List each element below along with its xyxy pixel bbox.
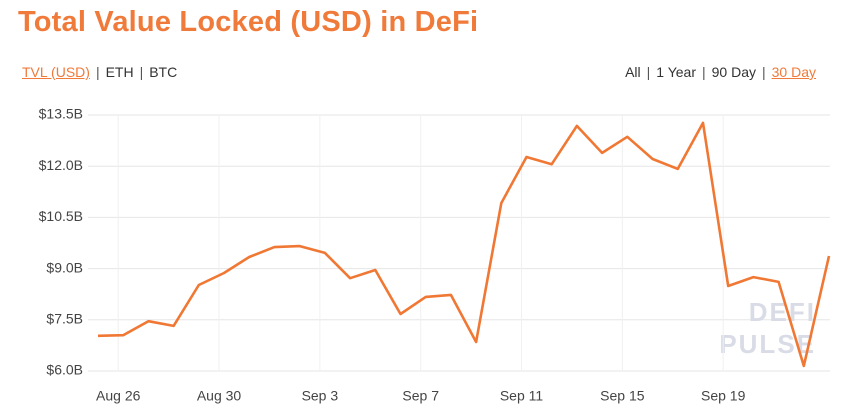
- tab-separator: |: [646, 64, 651, 80]
- x-tick-label: Sep 3: [302, 388, 339, 404]
- y-tick-label: $10.5B: [39, 208, 83, 224]
- x-tick-label: Sep 15: [600, 388, 645, 404]
- chart-title: Total Value Locked (USD) in DeFi: [18, 6, 479, 38]
- x-tick-label: Aug 26: [96, 388, 141, 404]
- tab[interactable]: 30 Day: [771, 64, 816, 80]
- x-tick-label: Sep 19: [701, 388, 746, 404]
- x-tick-label: Sep 7: [402, 388, 439, 404]
- watermark: DEFI: [749, 297, 816, 327]
- tab[interactable]: BTC: [149, 64, 178, 80]
- x-tick-label: Aug 30: [197, 388, 242, 404]
- tab-separator: |: [139, 64, 144, 80]
- series-line: [97, 121, 831, 368]
- tab[interactable]: 1 Year: [656, 64, 696, 80]
- y-tick-label: $13.5B: [39, 106, 83, 122]
- tab[interactable]: 90 Day: [711, 64, 756, 80]
- tab-separator: |: [762, 64, 766, 80]
- y-tick-label: $6.0B: [46, 362, 83, 378]
- y-tick-label: $12.0B: [39, 157, 83, 173]
- x-tick-label: Sep 11: [500, 388, 544, 404]
- tab[interactable]: All: [625, 64, 641, 80]
- tab[interactable]: ETH: [105, 64, 134, 80]
- tab[interactable]: TVL (USD): [22, 64, 90, 80]
- range-tabs: All | 1 Year | 90 Day | 30 Day: [625, 64, 816, 80]
- tab-separator: |: [702, 64, 706, 80]
- metric-tabs: TVL (USD) | ETH | BTC: [22, 64, 177, 80]
- tab-separator: |: [95, 64, 100, 80]
- y-tick-label: $9.0B: [46, 259, 83, 275]
- y-tick-label: $7.5B: [46, 311, 83, 327]
